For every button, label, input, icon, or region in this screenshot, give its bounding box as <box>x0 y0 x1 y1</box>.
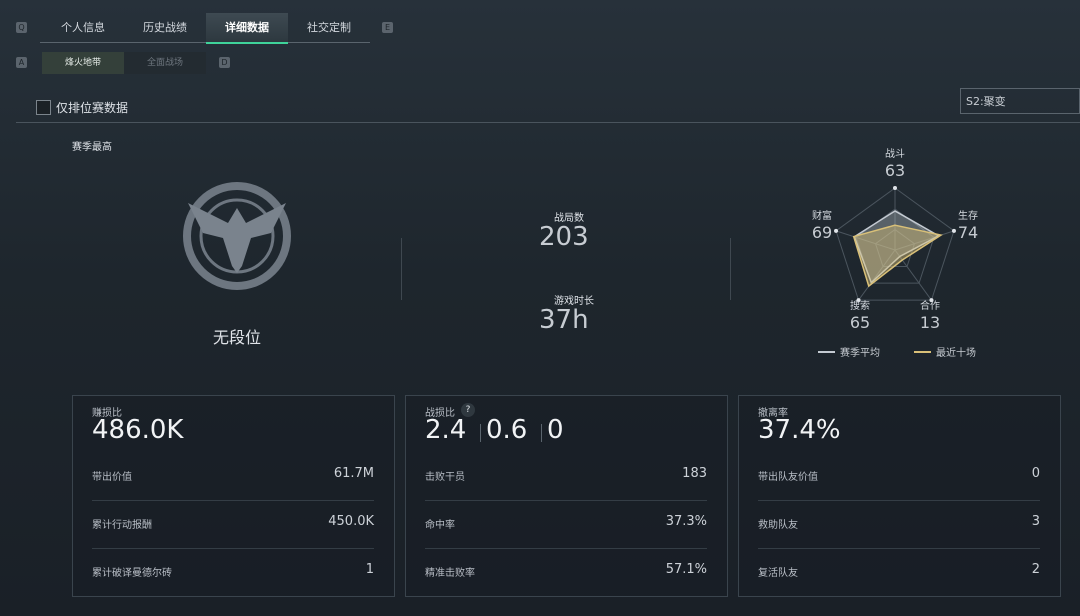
row-divider <box>92 548 374 549</box>
separator <box>480 424 481 442</box>
stat-value: 37h <box>539 305 589 335</box>
stat-value: 203 <box>539 222 589 252</box>
tab[interactable]: 社交定制 <box>307 21 351 34</box>
key-hint: Q <box>16 22 27 33</box>
row-value: 0 <box>1031 466 1040 481</box>
tab-underline <box>40 42 370 43</box>
subtab[interactable]: 全面战场 <box>124 52 206 74</box>
radar-value: 65 <box>850 313 870 332</box>
card-main: 2.4 <box>425 415 467 445</box>
filter-label: 仅排位赛数据 <box>56 101 129 115</box>
checkbox[interactable] <box>36 100 51 115</box>
radar-vertex <box>929 298 934 303</box>
radar-value: 13 <box>920 313 940 332</box>
row-label: 累计行动报酬 <box>92 520 152 531</box>
row-value: 37.3% <box>665 514 707 529</box>
stat-label: 游戏时长 <box>554 296 594 307</box>
separator <box>541 424 542 442</box>
radar-series <box>852 224 943 288</box>
card-main: 37.4% <box>758 415 841 445</box>
row-value: 450.0K <box>328 514 374 529</box>
row-divider <box>758 548 1040 549</box>
stat-card <box>738 395 1061 597</box>
radar-axis-label: 合作 <box>920 299 940 312</box>
radar-vertex <box>893 186 897 190</box>
radar-series <box>853 210 941 284</box>
stat-card <box>72 395 395 597</box>
row-value: 61.7M <box>333 466 374 481</box>
radar-spoke <box>858 249 896 301</box>
rank-heading: 赛季最高 <box>72 142 112 153</box>
row-label: 击败干员 <box>425 472 465 483</box>
subtab[interactable]: 烽火地带 <box>42 52 124 74</box>
stat-card <box>405 395 728 597</box>
radar-value: 63 <box>885 161 905 180</box>
radar-axis-label: 生存 <box>958 209 978 222</box>
card-main: 0 <box>547 415 564 445</box>
row-divider <box>425 548 707 549</box>
row-value: 183 <box>682 466 707 481</box>
row-label: 精准击败率 <box>425 568 475 579</box>
key-hint: D <box>219 57 230 68</box>
divider <box>730 238 731 300</box>
radar-vertex <box>856 298 861 303</box>
row-divider <box>425 500 707 501</box>
tab[interactable]: 个人信息 <box>61 21 105 34</box>
radar-grid <box>835 187 955 301</box>
radar-axis-label: 搜索 <box>850 299 870 312</box>
card-title: 赚损比 <box>92 408 122 419</box>
radar-spoke <box>835 230 896 251</box>
row-label: 命中率 <box>425 520 455 531</box>
stat-label: 战局数 <box>554 213 584 224</box>
row-divider <box>92 500 374 501</box>
row-value: 1 <box>365 562 374 577</box>
card-title: 撤离率 <box>758 408 788 419</box>
radar-spoke <box>894 249 932 301</box>
tab[interactable]: 历史战绩 <box>143 21 187 34</box>
card-title: 战损比 <box>425 408 455 419</box>
tab[interactable]: 详细数据 <box>206 13 288 44</box>
row-label: 救助队友 <box>758 520 798 531</box>
row-label: 累计破译曼德尔砖 <box>92 568 172 579</box>
legend-label: 赛季平均 <box>840 346 880 359</box>
row-value: 57.1% <box>665 562 707 577</box>
row-label: 带出价值 <box>92 472 132 483</box>
row-label: 带出队友价值 <box>758 472 818 483</box>
spacer <box>0 10 1080 11</box>
rank-emblem <box>183 182 291 290</box>
radar-value: 74 <box>958 223 978 242</box>
help-icon[interactable]: ? <box>461 403 475 417</box>
divider <box>401 238 402 300</box>
key-hint: E <box>382 22 393 33</box>
divider <box>16 122 1080 123</box>
radar-value: 69 <box>812 223 832 242</box>
key-hint: A <box>16 57 27 68</box>
radar-spoke <box>894 230 955 251</box>
row-label: 复活队友 <box>758 568 798 579</box>
season-select[interactable]: S2:聚变 <box>960 88 1080 114</box>
rank-name: 无段位 <box>212 328 261 347</box>
row-value: 3 <box>1031 514 1040 529</box>
radar-axis-label: 战斗 <box>885 148 905 160</box>
radar-vertex <box>951 228 956 233</box>
row-value: 2 <box>1031 562 1040 577</box>
radar-axis-label: 财富 <box>812 209 832 222</box>
row-divider <box>758 500 1040 501</box>
radar-vertex <box>834 228 839 233</box>
card-main: 0.6 <box>486 415 528 445</box>
card-main: 486.0K <box>92 415 184 445</box>
legend-label: 最近十场 <box>936 346 976 359</box>
